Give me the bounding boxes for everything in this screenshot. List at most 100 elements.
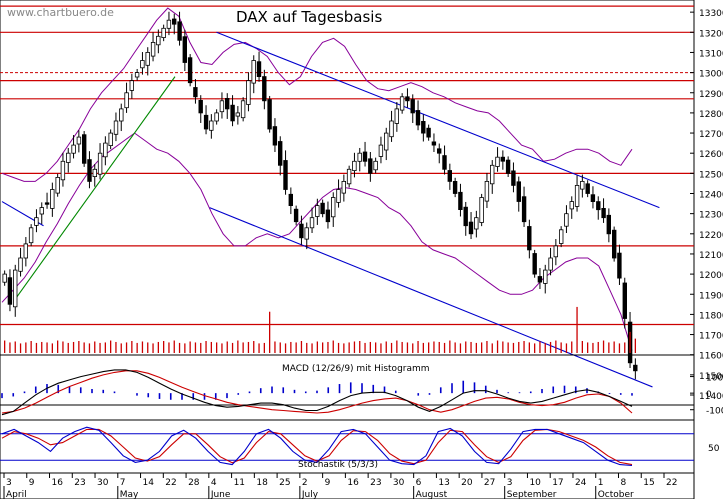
price-tick-label: 13100	[699, 49, 723, 59]
candle-body	[543, 269, 548, 284]
candle-body	[156, 35, 161, 46]
candle-body	[421, 121, 426, 134]
candle-body	[500, 156, 505, 162]
candle-body	[315, 205, 320, 217]
candle-body	[336, 189, 341, 203]
date-axis-frame	[0, 472, 695, 499]
date-tick-label: 8	[620, 478, 626, 488]
candle-body	[235, 112, 240, 117]
candle-body	[309, 217, 315, 229]
candle-body	[590, 194, 596, 202]
candle-body	[452, 180, 458, 194]
candle-body	[171, 18, 177, 25]
date-tick-label: 20	[461, 478, 473, 488]
macd-signal-line	[1, 370, 633, 414]
candle-body	[606, 214, 611, 235]
date-tick-label: 22	[165, 478, 176, 488]
candle-body	[272, 126, 278, 146]
price-panel-frame	[0, 0, 695, 406]
macd-tick-label: 100	[706, 374, 723, 384]
candle-body	[66, 152, 71, 163]
stoch-d-line	[1, 428, 633, 466]
bollinger-upper-band	[1, 7, 633, 182]
date-tick-label: 30	[393, 478, 405, 488]
month-label: June	[210, 490, 231, 499]
candle-body	[320, 202, 325, 215]
price-tick-label: 13200	[699, 29, 723, 39]
candle-body	[76, 136, 82, 145]
candle-body	[119, 108, 124, 122]
candle-body	[436, 148, 442, 154]
candle-body	[559, 229, 564, 244]
candle-body	[97, 152, 103, 175]
candle-body	[532, 253, 537, 275]
candle-body	[405, 96, 410, 102]
date-tick-label: 22	[666, 478, 677, 488]
candle-body	[495, 156, 500, 167]
candle-body	[489, 164, 495, 185]
month-label: August	[416, 490, 448, 499]
price-tick-label: 12900	[699, 90, 723, 100]
candle-body	[468, 221, 474, 235]
candle-body	[187, 57, 193, 84]
date-tick-label: 3	[6, 478, 12, 488]
macd-tick-label: 0	[706, 390, 712, 400]
uptrend-line	[15, 76, 176, 299]
candle-body	[182, 36, 187, 63]
price-tick-label: 12500	[699, 170, 723, 180]
date-tick-label: 14	[143, 478, 155, 488]
candle-body	[484, 180, 490, 202]
candle-body	[415, 110, 421, 126]
date-tick-label: 13	[438, 478, 449, 488]
price-tick-label: 11900	[699, 291, 723, 301]
price-tick-label: 12100	[699, 251, 723, 261]
price-tick-label: 12800	[699, 110, 723, 120]
candle-body	[426, 127, 431, 138]
date-tick-label: 24	[575, 478, 587, 488]
candle-body	[431, 141, 437, 146]
date-tick-label: 9	[29, 478, 35, 488]
date-tick-label: 10	[529, 478, 541, 488]
date-tick-label: 11	[234, 478, 245, 488]
price-tick-label: 12700	[699, 130, 723, 140]
candle-body	[166, 19, 172, 29]
candle-body	[219, 100, 225, 113]
candle-body	[330, 197, 336, 218]
candle-body	[399, 96, 405, 111]
candle-body	[82, 134, 87, 164]
candle-body	[585, 183, 590, 194]
stoch-tick-label: 50	[708, 444, 720, 454]
down-channel-lower-line	[209, 207, 653, 388]
candle-body	[511, 170, 516, 186]
price-tick-label: 13300	[699, 9, 723, 19]
month-label: May	[120, 490, 139, 499]
candle-body	[103, 142, 108, 158]
candle-body	[527, 226, 532, 251]
price-tick-label: 11600	[699, 352, 723, 362]
candle-body	[362, 151, 368, 162]
price-tick-label: 11700	[699, 332, 723, 342]
candle-body	[516, 181, 521, 202]
date-tick-label: 28	[188, 478, 200, 488]
candle-body	[633, 364, 638, 372]
price-tick-label: 12000	[699, 271, 723, 281]
candle-body	[224, 98, 230, 110]
chart-title: DAX auf Tagesbasis	[236, 8, 382, 26]
candle-body	[537, 276, 543, 283]
candle-body	[410, 99, 415, 114]
candle-body	[341, 180, 346, 194]
date-tick-label: 15	[643, 478, 654, 488]
candle-body	[596, 201, 601, 211]
candle-body	[617, 252, 622, 279]
candle-body	[28, 227, 34, 244]
candle-body	[39, 207, 44, 215]
candle-body	[304, 227, 309, 240]
candle-body	[55, 176, 60, 194]
candle-body	[288, 193, 293, 207]
candle-body	[458, 191, 463, 211]
date-tick-label: 16	[347, 478, 359, 488]
date-tick-label: 23	[370, 478, 381, 488]
month-label: September	[507, 490, 557, 499]
watermark: www.chartbuero.de	[7, 6, 114, 19]
